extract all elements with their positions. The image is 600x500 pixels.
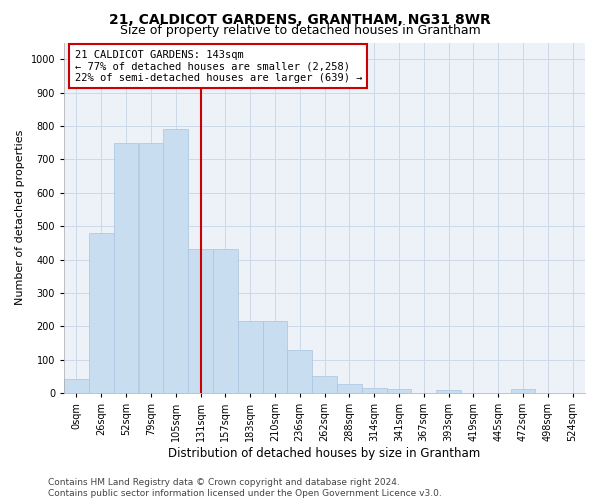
Bar <box>113 142 139 393</box>
Bar <box>188 250 213 393</box>
Text: Contains HM Land Registry data © Crown copyright and database right 2024.
Contai: Contains HM Land Registry data © Crown c… <box>48 478 442 498</box>
Text: Size of property relative to detached houses in Grantham: Size of property relative to detached ho… <box>119 24 481 37</box>
Y-axis label: Number of detached properties: Number of detached properties <box>15 130 25 306</box>
Bar <box>511 389 535 393</box>
Bar <box>287 350 312 393</box>
Bar <box>436 390 461 393</box>
Bar <box>362 388 386 393</box>
X-axis label: Distribution of detached houses by size in Grantham: Distribution of detached houses by size … <box>169 447 481 460</box>
Bar <box>89 233 113 393</box>
Bar <box>64 379 89 393</box>
Bar <box>163 130 188 393</box>
Bar <box>213 250 238 393</box>
Bar <box>312 376 337 393</box>
Bar <box>263 322 287 393</box>
Bar <box>139 142 163 393</box>
Bar <box>238 322 263 393</box>
Text: 21, CALDICOT GARDENS, GRANTHAM, NG31 8WR: 21, CALDICOT GARDENS, GRANTHAM, NG31 8WR <box>109 12 491 26</box>
Text: 21 CALDICOT GARDENS: 143sqm
← 77% of detached houses are smaller (2,258)
22% of : 21 CALDICOT GARDENS: 143sqm ← 77% of det… <box>74 50 362 82</box>
Bar <box>337 384 362 393</box>
Bar <box>386 389 412 393</box>
